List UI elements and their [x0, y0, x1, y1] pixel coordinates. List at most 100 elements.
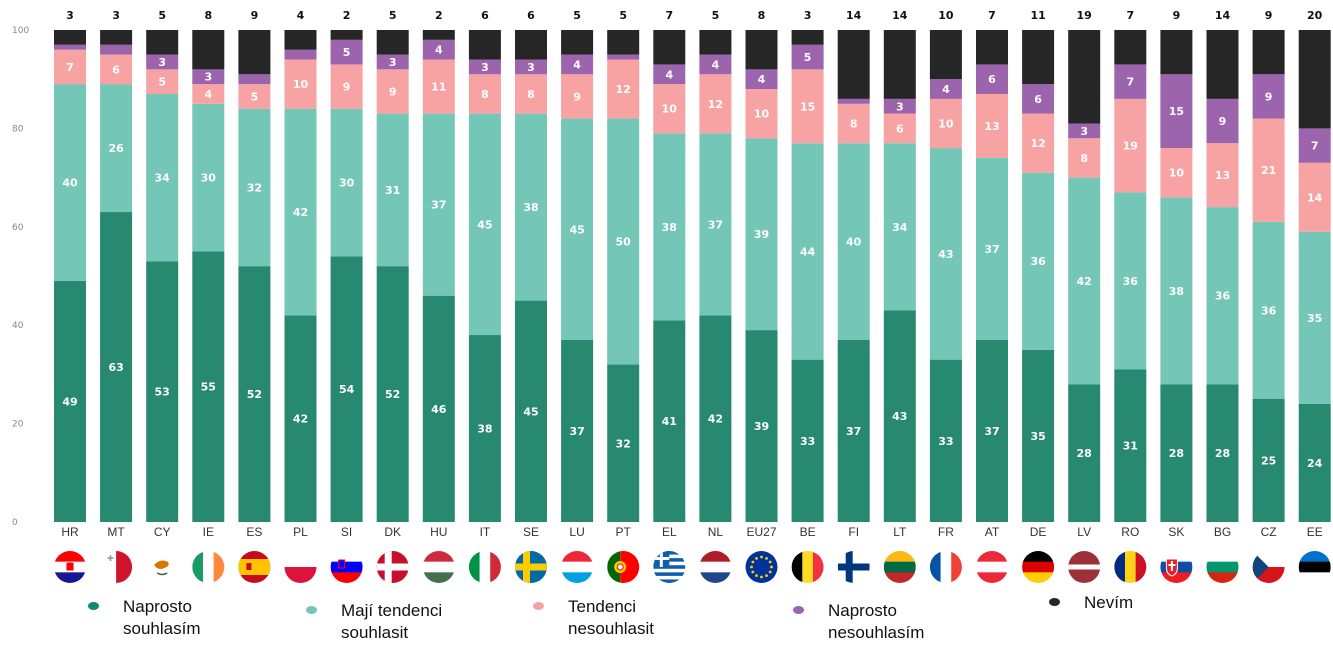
- croatia-flag-icon: [54, 551, 86, 583]
- y-tick-label: 80: [12, 124, 24, 134]
- bar-segment: [837, 143, 870, 340]
- bar-segment: [1160, 74, 1193, 149]
- bar-segment: [607, 59, 640, 119]
- bar-segment: [976, 93, 1008, 158]
- bar-segment: [653, 84, 686, 134]
- slovenia-flag-icon: [330, 551, 363, 583]
- top-value-label: 5: [573, 9, 581, 22]
- top-value-label: 11: [1030, 9, 1045, 22]
- segment-value-label: 4: [942, 83, 950, 96]
- segment-value-label: 45: [523, 405, 538, 418]
- bar-segment: [607, 54, 640, 60]
- y-tick-label: 100: [12, 26, 29, 36]
- bar-segment: [1068, 30, 1101, 124]
- segment-value-label: 42: [293, 413, 308, 426]
- bar-segment: [330, 108, 363, 257]
- segment-value-label: 36: [1123, 275, 1139, 288]
- segment-value-label: 63: [108, 361, 123, 374]
- legend-swatch: [533, 602, 544, 610]
- bar-segment: [929, 30, 962, 80]
- legend-item-maji-tendenci-souhlasit: Mají tendenci souhlasit: [306, 600, 481, 644]
- latvia-flag-icon: [1068, 551, 1101, 583]
- segment-value-label: 37: [984, 243, 999, 256]
- bar-segment: [1252, 74, 1285, 119]
- bar-segment: [883, 143, 916, 311]
- malta-flag-icon: ✚: [100, 551, 133, 583]
- top-value-label: 3: [112, 9, 120, 22]
- bar-segment: [1206, 30, 1239, 99]
- bar-segment: [1114, 369, 1147, 522]
- bar-segment: [653, 30, 686, 65]
- bar-segment: [1298, 231, 1331, 404]
- legend-label-line1: Naprosto: [828, 601, 897, 620]
- bar-segment: [745, 330, 778, 522]
- bar-segment: [238, 266, 271, 522]
- legend-label-line1: Tendenci: [568, 597, 637, 616]
- portugal-flag-icon: [607, 551, 640, 583]
- bar-segment: [607, 364, 640, 522]
- bar-segment: [561, 54, 594, 75]
- segment-value-label: 9: [1265, 90, 1273, 103]
- segment-value-label: 24: [1307, 457, 1323, 470]
- bar-segment: [1206, 143, 1239, 208]
- segment-value-label: 50: [616, 236, 632, 249]
- luxembourg-flag-icon: [561, 551, 594, 583]
- segment-value-label: 26: [108, 142, 124, 155]
- bar-segment: [1298, 128, 1331, 163]
- segment-value-label: 32: [616, 437, 631, 450]
- bar-segment: [1160, 384, 1193, 522]
- bar-segment: [976, 157, 1008, 340]
- top-value-label: 9: [251, 9, 259, 22]
- segment-value-label: 31: [1123, 440, 1138, 453]
- bar-segment: [929, 98, 962, 149]
- segment-value-label: 38: [477, 423, 492, 436]
- top-value-label: 6: [527, 9, 535, 22]
- bar-segment: [837, 30, 870, 99]
- segment-value-label: 3: [896, 100, 904, 113]
- top-value-label: 5: [158, 9, 166, 22]
- bar-segment: [100, 44, 133, 55]
- category-label: PL: [293, 525, 308, 539]
- bar-segment: [929, 148, 962, 360]
- legend: Naprosto souhlasím Mají tendenci souhlasit…: [0, 588, 1333, 664]
- segment-value-label: 52: [385, 388, 400, 401]
- eu-flag-icon: [745, 551, 778, 583]
- segment-value-label: 28: [1215, 447, 1230, 460]
- bulgaria-flag-icon: [1206, 551, 1239, 583]
- category-label: BE: [800, 525, 816, 539]
- segment-value-label: 5: [804, 51, 812, 64]
- top-value-label: 5: [619, 9, 627, 22]
- bar-segment: [976, 339, 1008, 522]
- category-label: LU: [569, 525, 584, 539]
- segment-value-label: 8: [527, 88, 535, 101]
- bar-segment: [837, 103, 870, 144]
- legend-item-nevim: Nevím: [1049, 592, 1224, 614]
- category-label: DK: [384, 525, 401, 539]
- bar-segment: [54, 49, 86, 85]
- segment-value-label: 37: [569, 425, 584, 438]
- bar-segment: [607, 118, 640, 365]
- bar-segment: [1206, 98, 1239, 144]
- poland-flag-icon: [284, 551, 317, 583]
- bar-segment: [100, 212, 133, 523]
- bar-segment: [1068, 384, 1101, 522]
- segment-value-label: 9: [1219, 115, 1227, 128]
- category-label: SK: [1168, 525, 1184, 539]
- bar-segment: [791, 44, 824, 70]
- ireland-flag-icon: [192, 551, 225, 583]
- segment-value-label: 37: [431, 199, 446, 212]
- category-label: IE: [203, 525, 214, 539]
- segment-value-label: 4: [435, 44, 443, 57]
- bar-segment: [1298, 162, 1331, 232]
- segment-value-label: 40: [62, 177, 78, 190]
- top-value-label: 3: [66, 9, 74, 22]
- segment-value-label: 31: [385, 184, 400, 197]
- bar-segment: [837, 339, 870, 522]
- y-tick-label: 20: [12, 420, 24, 430]
- segment-value-label: 15: [1169, 105, 1184, 118]
- segment-value-label: 35: [1030, 430, 1045, 443]
- category-label: EE: [1307, 525, 1323, 539]
- y-tick-label: 40: [12, 321, 24, 331]
- bar-segment: [883, 310, 916, 522]
- bar-segment: [745, 30, 778, 70]
